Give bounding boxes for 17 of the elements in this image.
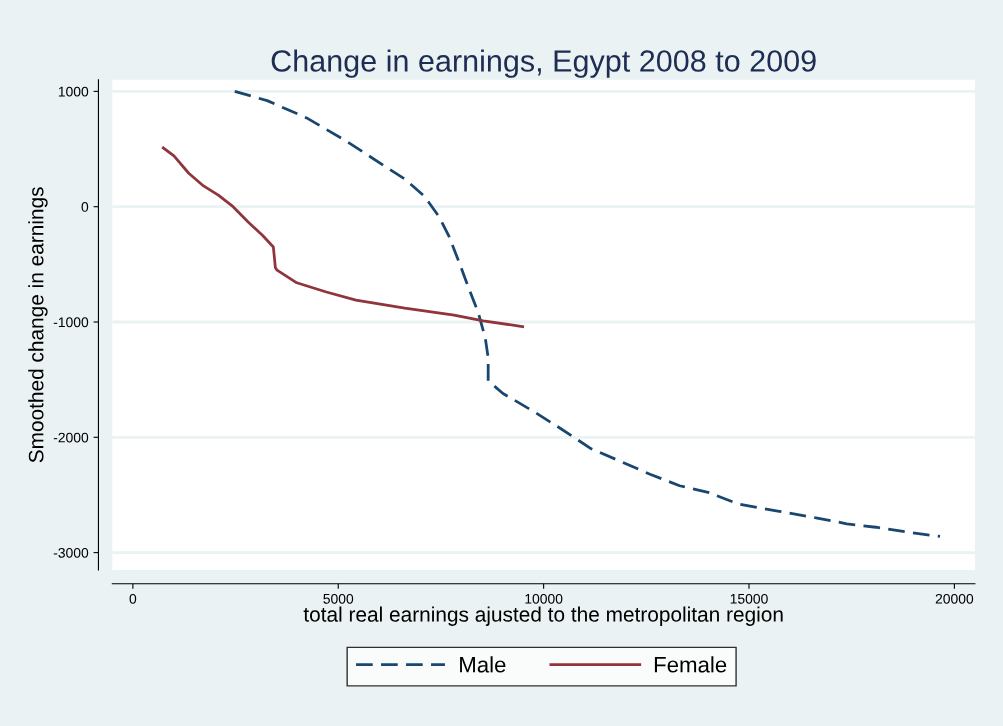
y-tick-label: 0 xyxy=(81,202,89,212)
x-tick-label: 15000 xyxy=(730,593,768,604)
line-series xyxy=(233,90,942,538)
legend-label: Male xyxy=(460,656,506,673)
x-tick-label: 0 xyxy=(129,593,137,604)
y-tick-label: -2000 xyxy=(53,432,89,443)
legend-label: Female xyxy=(654,656,727,673)
x-tick-label: 10000 xyxy=(525,593,563,604)
y-tick-label: -1000 xyxy=(53,317,89,328)
chart-title: Change in earnings, Egypt 2008 to 2009 xyxy=(271,49,816,78)
line-series xyxy=(161,146,525,328)
y-tick-label: 1000 xyxy=(58,86,89,97)
x-tick-label: 5000 xyxy=(323,593,354,604)
y-axis-title: Smoothed change in earnings xyxy=(28,187,48,463)
y-tick-label: -3000 xyxy=(53,547,89,558)
x-tick-label: 20000 xyxy=(935,593,974,604)
x-axis-title: total real earnings ajusted to the metropolitan region xyxy=(303,606,783,626)
